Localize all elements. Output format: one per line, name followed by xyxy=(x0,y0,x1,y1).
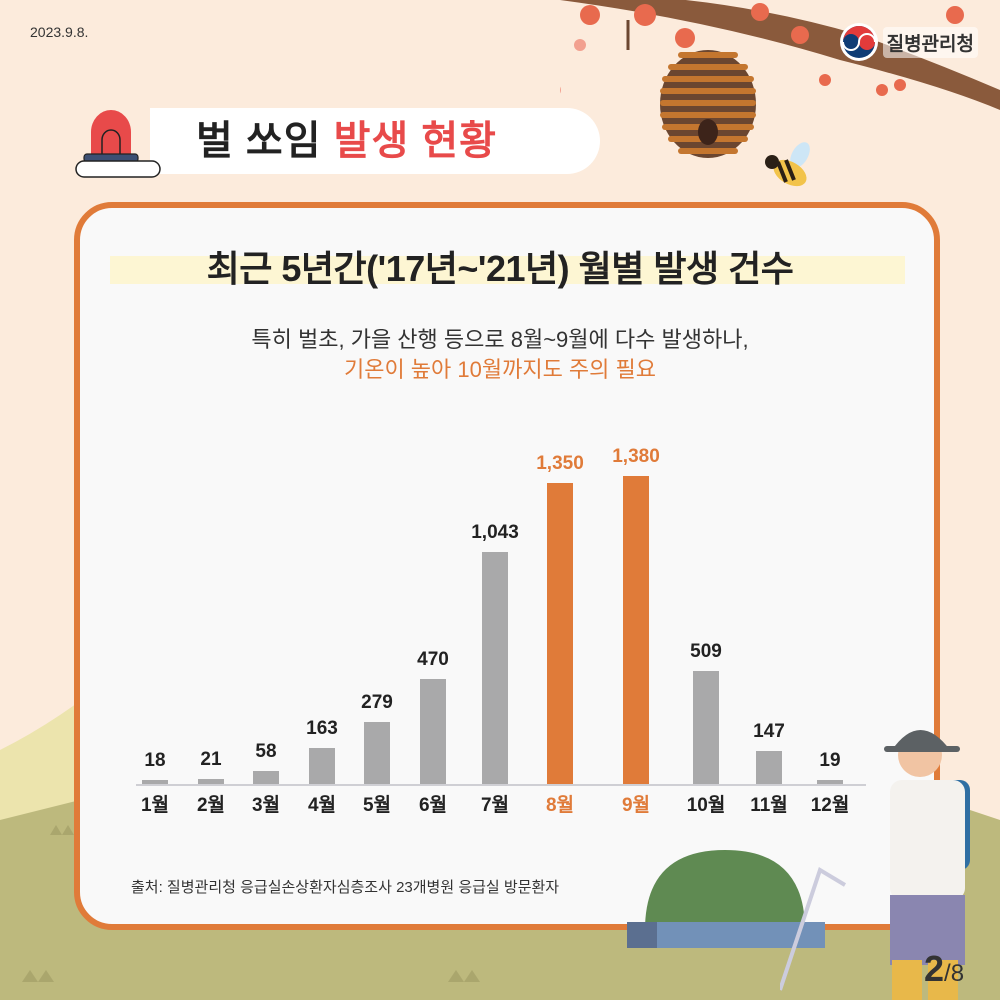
x-axis-label: 11월 xyxy=(750,795,788,816)
bar-value-label: 1,350 xyxy=(536,453,584,474)
bar-value-label: 1,043 xyxy=(471,522,519,543)
bar-value-label: 18 xyxy=(144,750,166,771)
worker-illustration xyxy=(780,730,970,1000)
bar-1 xyxy=(142,780,168,784)
bee-icon xyxy=(765,142,810,187)
title-black: 벌 쏘임 xyxy=(196,119,334,163)
chart-subtitle: 특히 벌초, 가을 산행 등으로 8월~9월에 다수 발생하나, xyxy=(251,327,749,352)
bar-10 xyxy=(693,671,719,784)
bar-3 xyxy=(253,771,279,784)
x-axis-label: 7월 xyxy=(480,795,510,816)
bar-value-label: 19 xyxy=(819,750,841,771)
bar-value-label: 58 xyxy=(255,741,277,762)
bar-8 xyxy=(547,483,573,784)
bar-value-label: 163 xyxy=(306,718,338,739)
x-axis-label: 4월 xyxy=(307,795,337,816)
bar-value-label: 147 xyxy=(753,721,785,742)
x-axis-label: 6월 xyxy=(418,795,448,816)
chart-subtitle-highlight: 기온이 높아 10월까지도 주의 필요 xyxy=(343,357,657,382)
org-logo: 질병관리청 xyxy=(839,22,978,62)
x-axis-label: 10월 xyxy=(686,795,726,816)
x-axis-label: 1월 xyxy=(140,795,170,816)
bar-value-label: 1,380 xyxy=(612,446,660,467)
x-axis-label: 8월 xyxy=(545,795,575,816)
bar-2 xyxy=(198,779,224,784)
siren-icon xyxy=(75,110,161,178)
publish-date: 2023.9.8. xyxy=(30,24,89,40)
bar-11 xyxy=(756,751,782,784)
title-red: 발생 현황 xyxy=(333,119,497,163)
bar-value-label: 21 xyxy=(200,749,222,770)
org-name: 질병관리청 xyxy=(882,26,978,58)
bar-4 xyxy=(309,748,335,784)
beehive-icon xyxy=(660,50,756,158)
korea-gov-emblem-icon xyxy=(839,23,878,61)
x-axis-label: 5월 xyxy=(362,795,392,816)
title-highlight xyxy=(110,256,905,284)
page-indicator: 2/8 xyxy=(924,948,964,990)
bar-6 xyxy=(420,679,446,784)
x-axis-label: 3월 xyxy=(251,795,281,816)
x-axis-label: 12월 xyxy=(810,795,850,816)
total-pages: /8 xyxy=(944,960,965,987)
x-axis-label: 9월 xyxy=(621,795,651,816)
bar-value-label: 470 xyxy=(417,649,449,670)
bar-9 xyxy=(623,476,649,784)
source-note: 출처: 질병관리청 응급실손상환자심층조사 23개병원 응급실 방문환자 xyxy=(131,879,560,896)
bush-illustration xyxy=(627,850,825,948)
page-title: 벌 쏘임 발생 현황 xyxy=(196,112,497,170)
bar-value-label: 279 xyxy=(361,692,393,713)
chart-title: 최근 5년간('17년~'21년) 월별 발생 건수 xyxy=(206,248,794,289)
current-page: 2 xyxy=(924,948,945,989)
bar-chart: 18 1월 21 2월 58 3월 163 4월 279 5월 470 6월 1,043 7월 1,350 8… xyxy=(120,440,870,820)
bar-7 xyxy=(482,552,508,784)
title-banner xyxy=(150,108,600,174)
x-axis-label: 2월 xyxy=(196,795,226,816)
bar-value-label: 509 xyxy=(690,641,722,662)
bar-12 xyxy=(817,780,843,784)
bar-5 xyxy=(364,722,390,784)
x-axis-line xyxy=(136,784,866,786)
